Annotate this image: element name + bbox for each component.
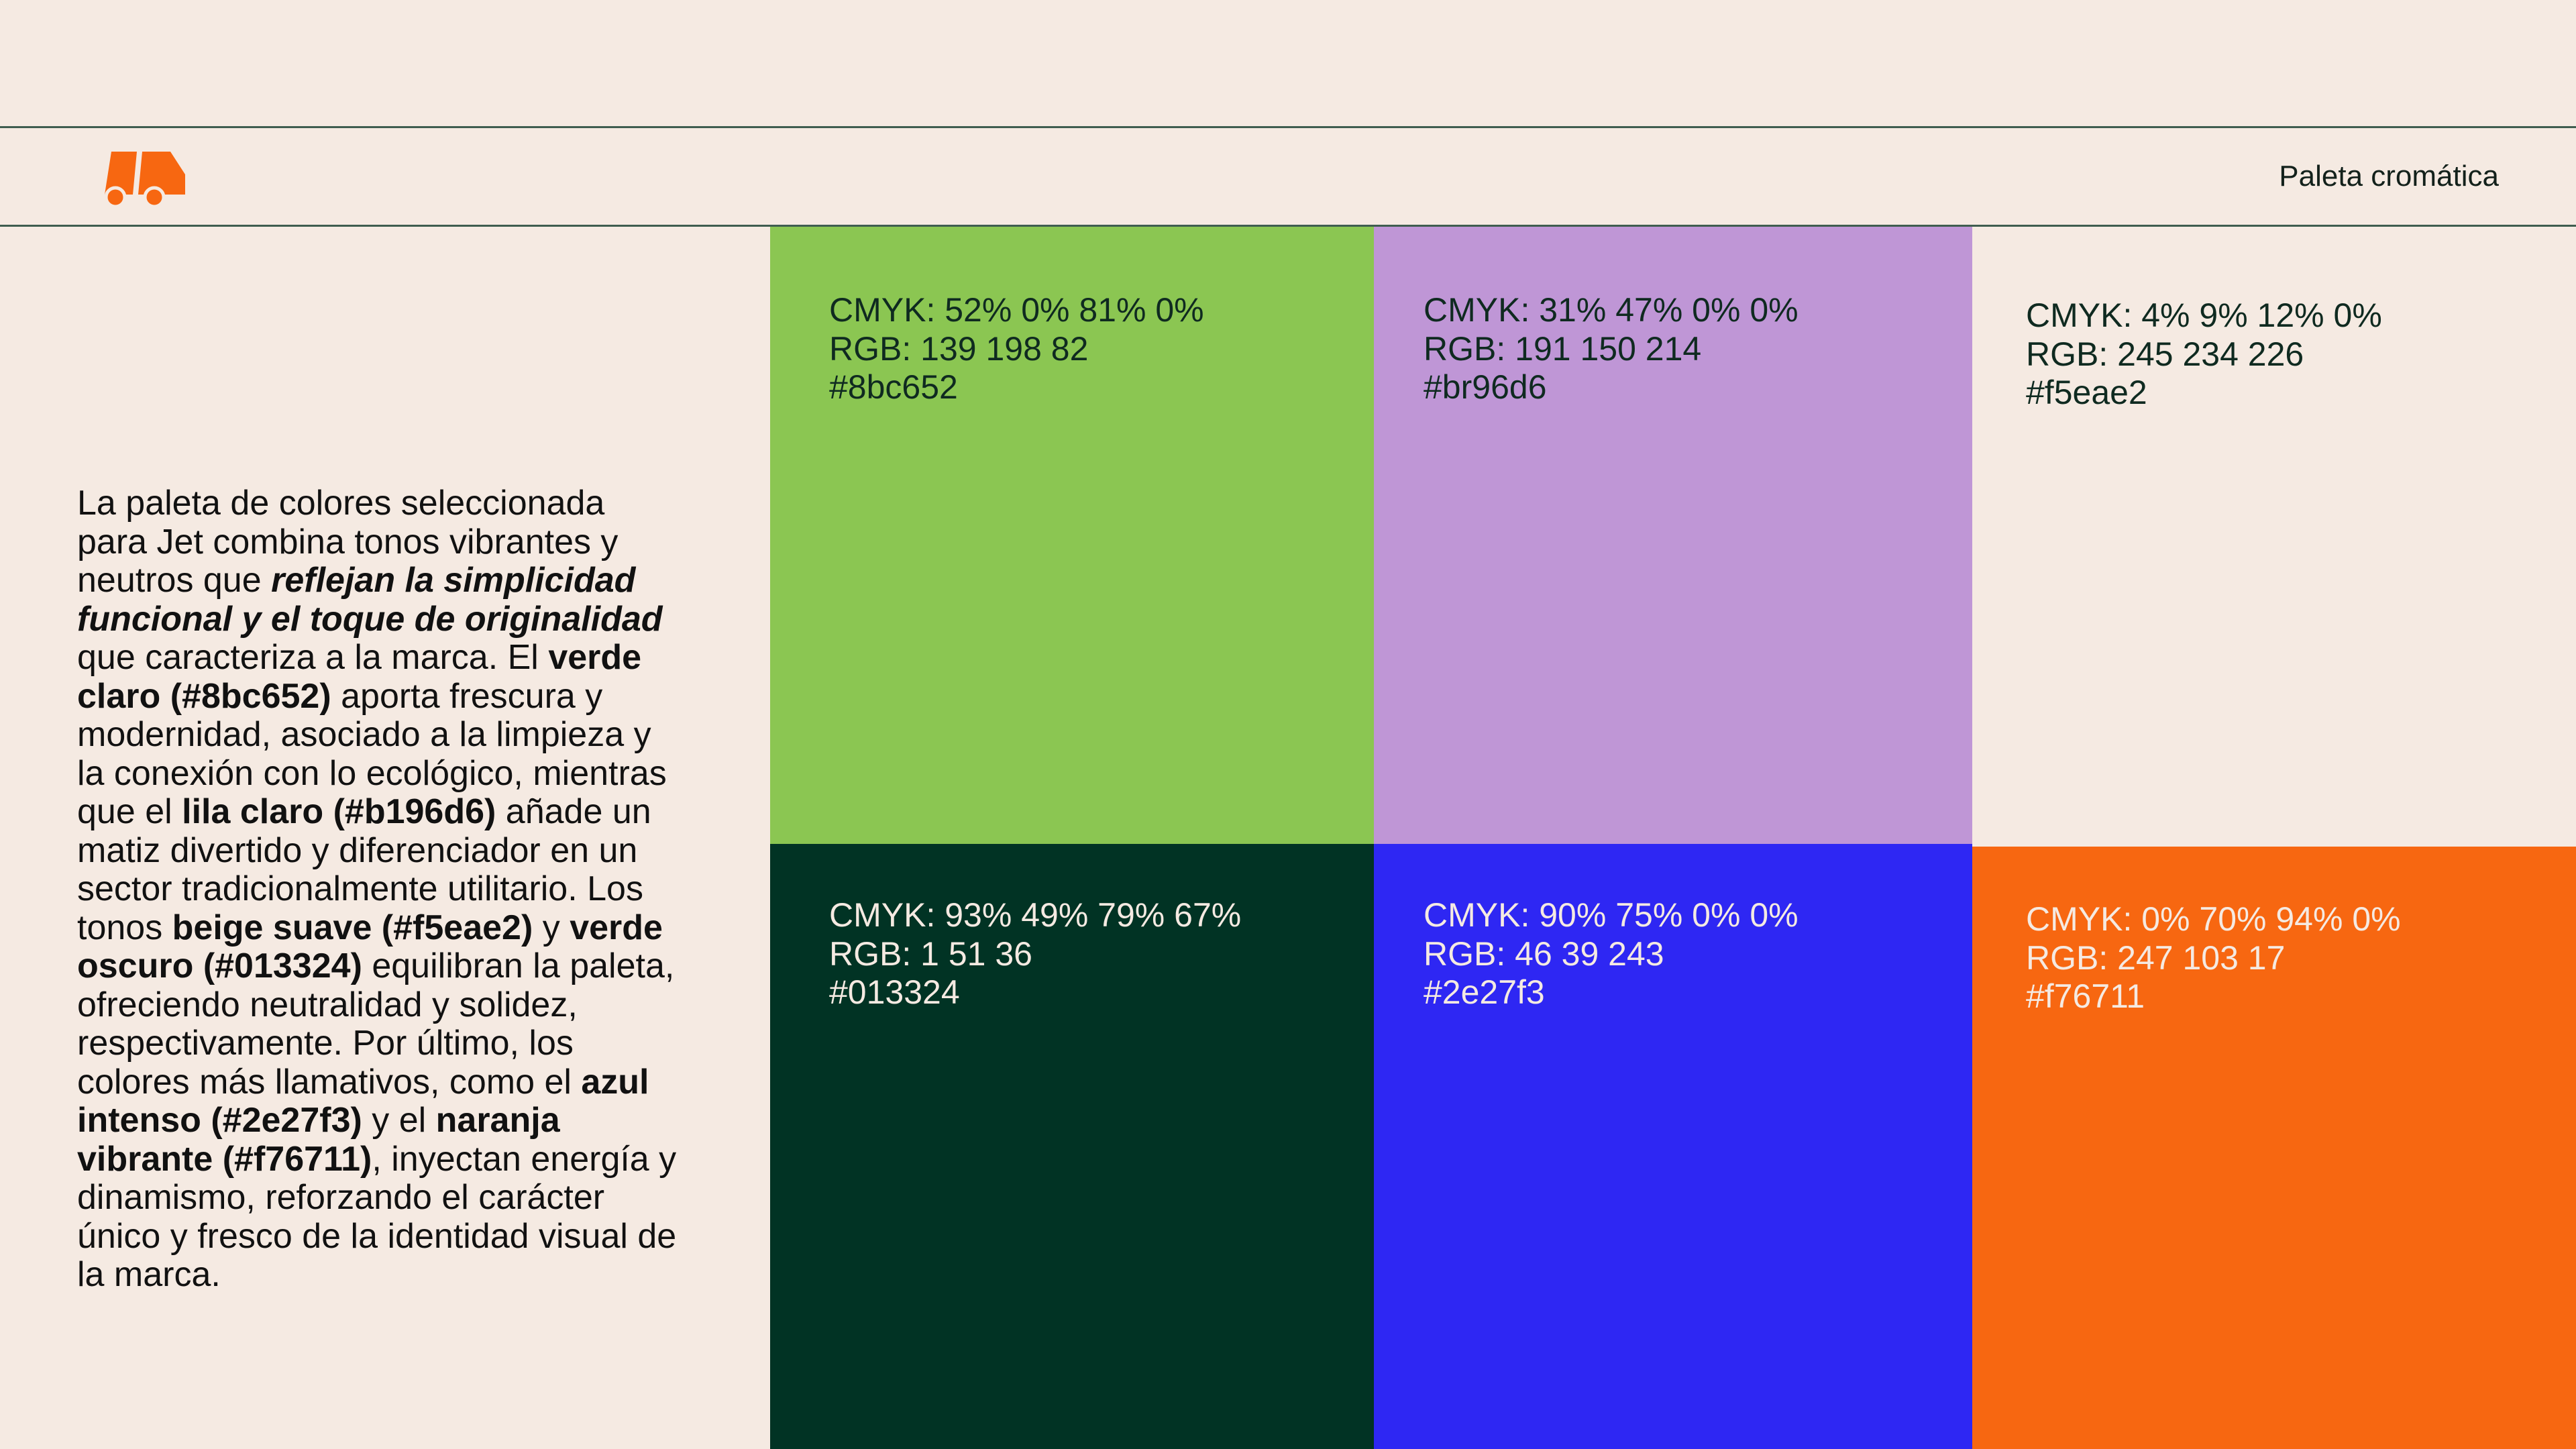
intro-bold-color: verde claro (#8bc652) [77,638,642,716]
swatch-specs: CMYK: 4% 9% 12% 0% RGB: 245 234 226 #f5e… [2026,297,2382,413]
intro-bold-color: azul intenso (#2e27f3) [77,1062,649,1140]
truck-logo-icon [104,152,185,208]
intro-text: equilibran la paleta, ofreciendo neutral… [77,947,675,1102]
intro-text: y el [362,1101,436,1140]
swatch-light-lilac: CMYK: 31% 47% 0% 0% RGB: 191 150 214 #br… [1374,227,1972,844]
intro-text: que caracteriza a la marca. El [77,638,549,677]
swatch-hex: #013324 [829,973,960,1011]
palette-description: La paleta de colores seleccionada para J… [77,484,681,1295]
swatch-specs: CMYK: 90% 75% 0% 0% RGB: 46 39 243 #2e27… [1424,896,1799,1012]
swatch-hex: #2e27f3 [1424,973,1545,1011]
swatch-vibrant-orange: CMYK: 0% 70% 94% 0% RGB: 247 103 17 #f76… [1972,847,2576,1449]
swatch-hex: #f5eae2 [2026,374,2147,411]
swatch-light-green: CMYK: 52% 0% 81% 0% RGB: 139 198 82 #8bc… [770,227,1374,844]
header-bottom-rule [0,225,2576,227]
intro-text: aporta frescura y modernidad, asociado a… [77,676,667,831]
swatch-rgb: RGB: 46 39 243 [1424,934,1664,973]
intro-text: añade un matiz divertido y diferenciador… [77,792,651,947]
swatch-hex: #f76711 [2026,977,2145,1015]
intro-text: La paleta de colores seleccionada para J… [77,484,619,600]
swatch-cmyk: CMYK: 90% 75% 0% 0% [1424,896,1799,934]
swatch-cmyk: CMYK: 4% 9% 12% 0% [2026,297,2382,334]
header-top-rule [0,126,2576,128]
swatch-specs: CMYK: 93% 49% 79% 67% RGB: 1 51 36 #0133… [829,896,1241,1012]
intro-bold-color: lila claro (#b196d6) [182,792,496,831]
swatch-rgb: RGB: 245 234 226 [2026,335,2304,373]
swatch-rgb: RGB: 1 51 36 [829,934,1032,973]
swatch-soft-beige: CMYK: 4% 9% 12% 0% RGB: 245 234 226 #f5e… [1972,227,2576,844]
intro-bold-color: verde oscuro (#013324) [77,908,663,985]
swatch-specs: CMYK: 31% 47% 0% 0% RGB: 191 150 214 #br… [1424,291,1799,407]
page-section-label: Paleta cromática [2279,160,2499,193]
swatch-hex: #br96d6 [1424,368,1547,406]
swatch-intense-blue: CMYK: 90% 75% 0% 0% RGB: 46 39 243 #2e27… [1374,844,1972,1449]
swatch-rgb: RGB: 247 103 17 [2026,938,2286,977]
intro-text: y [533,908,570,947]
swatch-hex: #8bc652 [829,368,958,406]
swatch-cmyk: CMYK: 0% 70% 94% 0% [2026,900,2401,938]
intro-bold-color: naranja vibrante (#f76711) [77,1101,560,1179]
swatch-dark-green: CMYK: 93% 49% 79% 67% RGB: 1 51 36 #0133… [770,844,1374,1449]
swatch-rgb: RGB: 139 198 82 [829,329,1089,368]
intro-bold-color: beige suave (#f5eae2) [172,908,533,947]
intro-text: , inyectan energía y dinamismo, reforzan… [77,1139,677,1294]
swatch-cmyk: CMYK: 31% 47% 0% 0% [1424,291,1799,329]
swatch-specs: CMYK: 52% 0% 81% 0% RGB: 139 198 82 #8bc… [829,291,1204,407]
swatch-rgb: RGB: 191 150 214 [1424,329,1702,368]
swatch-cmyk: CMYK: 93% 49% 79% 67% [829,896,1242,934]
swatch-specs: CMYK: 0% 70% 94% 0% RGB: 247 103 17 #f76… [2026,900,2401,1016]
intro-emphasis: reflejan la simplicidad funcional y el t… [77,561,663,639]
swatch-cmyk: CMYK: 52% 0% 81% 0% [829,291,1204,329]
